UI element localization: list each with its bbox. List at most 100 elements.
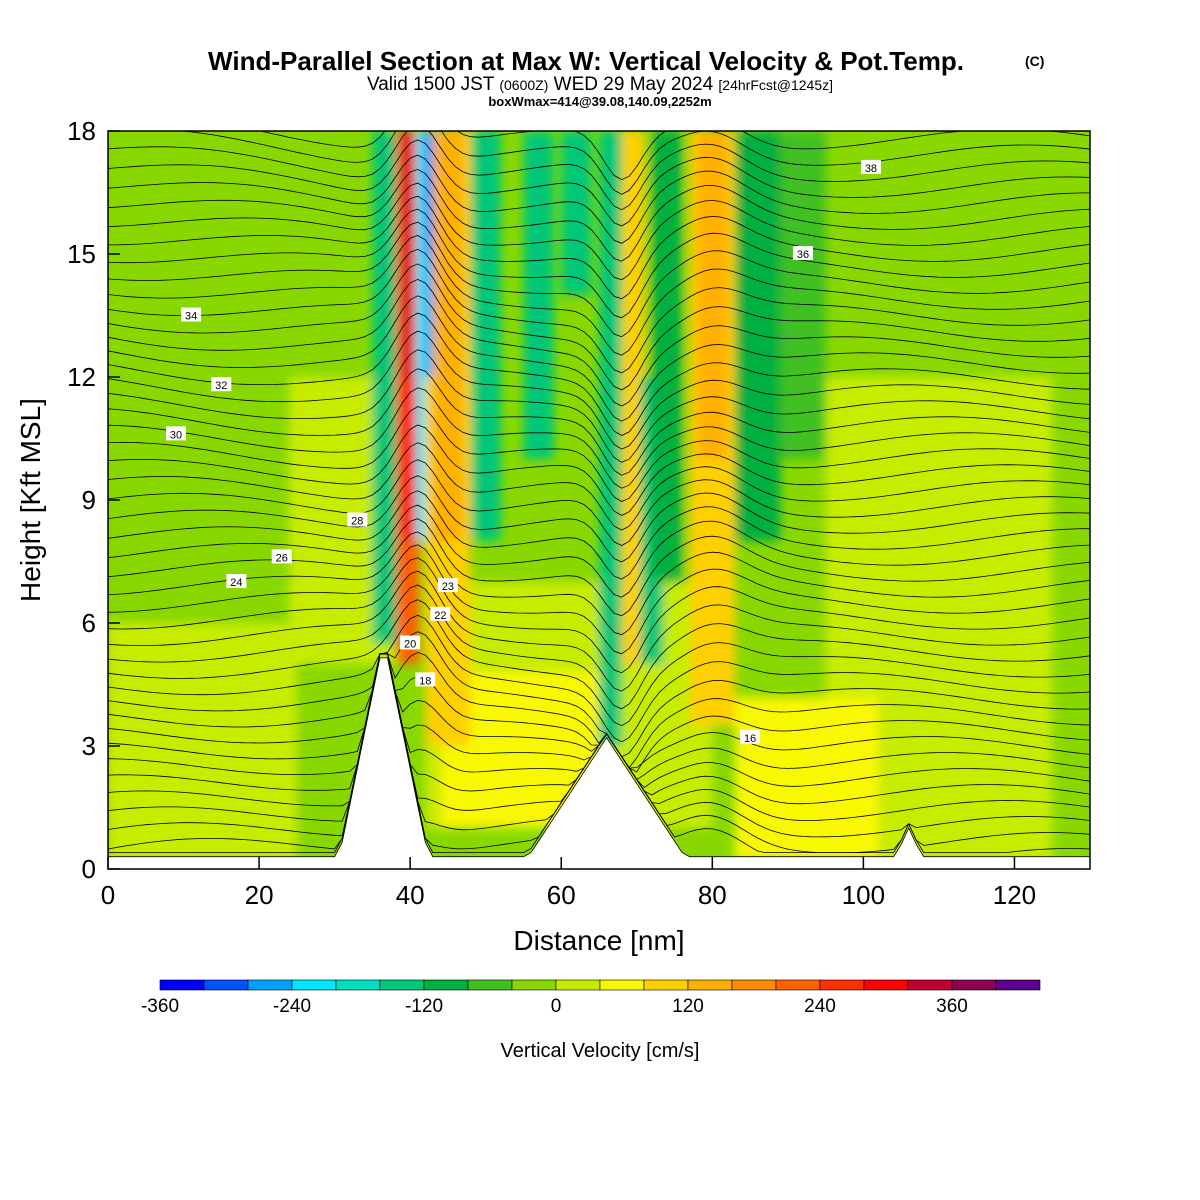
theta-contour — [108, 406, 1090, 502]
colorbar-label: Vertical Velocity [cm/s] — [501, 1040, 700, 1062]
y-tick-label: 6 — [82, 608, 96, 638]
plot-area: 16 18 20 22 23 24 26 28 30 32 34 36 38 — [108, 131, 1090, 869]
theta-contour — [108, 544, 1090, 655]
w-patch — [651, 131, 683, 582]
theta-contour-label: 20 — [400, 635, 421, 651]
colorbar-swatch — [819, 979, 865, 991]
theta-contour-label: 23 — [437, 578, 458, 593]
theta-contour-label-bg — [740, 729, 761, 744]
colorbar-swatch — [247, 979, 293, 991]
colorbar-swatch — [863, 979, 909, 991]
theta-contour — [108, 614, 1090, 743]
theta-contour-label-bg — [271, 549, 292, 564]
theta-contour-label-text: 22 — [434, 610, 446, 622]
x-tick-label: 0 — [101, 880, 115, 910]
theta-contour — [108, 424, 1090, 516]
theta-contour — [108, 653, 1090, 773]
theta-contour-label-bg — [211, 377, 232, 392]
theta-contour-label: 34 — [181, 307, 202, 323]
w-patch — [432, 131, 464, 541]
copyright-mark: (C) — [1025, 53, 1044, 69]
theta-contour — [108, 651, 1090, 769]
terrain-profile — [108, 657, 1090, 869]
theta-contour — [108, 459, 1090, 546]
y-tick-label: 0 — [82, 854, 96, 884]
colorbar-swatch — [379, 979, 425, 991]
w-column — [422, 131, 430, 254]
theta-contour — [108, 208, 1090, 319]
theta-contour-label-text: 20 — [404, 639, 416, 651]
x-tick-label: 60 — [547, 880, 576, 910]
theta-contour — [108, 584, 1090, 710]
theta-contour-label: 32 — [211, 377, 232, 392]
theta-contour — [108, 278, 1090, 407]
x-axis-label: Distance [nm] — [513, 925, 684, 956]
theta-contour — [108, 349, 1090, 463]
colorbar-tick-label: 120 — [672, 996, 704, 1017]
w-patch — [523, 131, 554, 459]
theta-contour — [108, 504, 1090, 598]
theta-contour-label-bg — [430, 606, 451, 621]
valid-date: WED 29 May 2024 — [554, 74, 714, 95]
theta-contour-label-bg — [415, 672, 436, 687]
colorbar-swatch — [203, 979, 249, 991]
theta-contour-label-text: 32 — [215, 380, 227, 392]
theta-contour — [108, 131, 1090, 211]
theta-contour-label: 16 — [740, 729, 761, 745]
theta-contour — [108, 248, 1090, 374]
theta-contour-label-text: 34 — [185, 311, 197, 323]
theta-contour-label-text: 24 — [230, 577, 242, 589]
theta-contour-label: 38 — [860, 159, 881, 175]
theta-contour — [108, 168, 1090, 262]
theta-contour-label-bg — [181, 307, 202, 322]
w-patch — [372, 131, 399, 644]
theta-contour-label: 22 — [430, 606, 451, 622]
colorbar-tick-label: -240 — [273, 996, 311, 1017]
theta-contour-label-bg — [437, 578, 458, 593]
x-tick-label: 80 — [698, 880, 727, 910]
theta-contour-label: 36 — [792, 246, 813, 261]
theta-contour — [108, 387, 1090, 489]
w-patch — [734, 131, 781, 541]
colorbar-swatch — [511, 979, 557, 991]
colorbar-swatch — [555, 979, 601, 991]
theta-contour — [108, 295, 1090, 422]
theta-contour — [108, 557, 1090, 674]
colorbar-swatch — [643, 979, 689, 991]
w-column — [416, 131, 426, 541]
colorbar-swatch — [291, 979, 337, 991]
theta-contour — [108, 312, 1090, 436]
theta-contour-label-bg — [226, 574, 247, 588]
valid-main: Valid 1500 JST — [367, 74, 495, 95]
theta-contour-label-text: 16 — [744, 733, 756, 745]
x-tick-label: 120 — [993, 880, 1036, 910]
theta-contour — [108, 570, 1090, 692]
y-axis-label: Height [Kft MSL] — [15, 398, 46, 602]
theta-contour-label-text: 36 — [797, 249, 809, 261]
theta-contour — [108, 330, 1090, 450]
theta-contour — [108, 139, 1090, 227]
colorbar-swatch — [687, 979, 733, 991]
colorbar-swatch — [335, 979, 381, 991]
theta-contour-label-text: 18 — [419, 675, 431, 687]
theta-contour — [108, 368, 1090, 476]
x-tick-label: 100 — [842, 880, 885, 910]
theta-contour-label-text: 26 — [276, 552, 288, 564]
theta-contour-label-bg — [165, 426, 186, 441]
theta-contour-label-text: 28 — [351, 516, 363, 528]
colorbar-swatch — [159, 979, 205, 991]
y-tick-label: 15 — [67, 239, 96, 269]
theta-contour-label: 18 — [415, 672, 436, 687]
x-tick-label: 20 — [245, 880, 274, 910]
colorbar-tick-label: 360 — [936, 996, 968, 1017]
theta-contour-label-bg — [792, 246, 813, 260]
theta-contour-label: 26 — [271, 549, 292, 564]
w-patch — [780, 131, 826, 459]
theta-contour — [108, 475, 1090, 563]
theta-contour — [108, 154, 1090, 244]
theta-contour — [108, 631, 1090, 758]
w-patch — [621, 131, 645, 664]
theta-contour-label-text: 38 — [865, 163, 877, 175]
theta-contour — [108, 235, 1090, 356]
